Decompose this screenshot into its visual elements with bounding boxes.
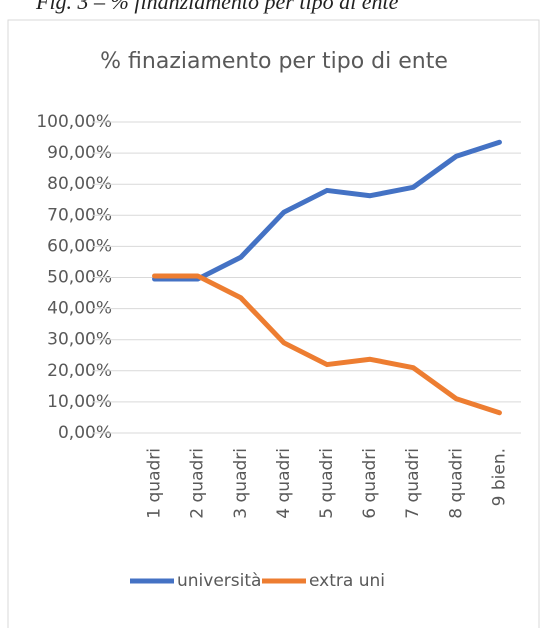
- y-tick-label: 100,00%: [36, 112, 112, 132]
- y-tick-label: 20,00%: [47, 361, 112, 381]
- legend-label: università: [177, 571, 261, 591]
- y-tick-label: 10,00%: [47, 392, 112, 412]
- y-tick-label: 30,00%: [47, 330, 112, 350]
- y-tick-label: 60,00%: [47, 236, 112, 256]
- series-line: [152, 139, 502, 282]
- y-tick-label: 0,00%: [58, 423, 112, 443]
- y-tick-label: 50,00%: [47, 268, 112, 288]
- y-tick-label: 90,00%: [47, 143, 112, 163]
- x-tick-label: 5 quadri: [317, 448, 337, 519]
- legend-label: extra uni: [309, 571, 385, 591]
- figure-caption: Fig. 3 – % finanziamento per tipo di ent…: [35, 0, 399, 14]
- x-tick-label: 6 quadri: [360, 448, 380, 519]
- x-tick-label: 7 quadri: [403, 448, 423, 519]
- x-tick-label: 4 quadri: [274, 448, 294, 519]
- x-tick-label: 3 quadri: [231, 448, 251, 519]
- x-tick-label: 8 quadri: [446, 448, 466, 519]
- x-tick-label: 2 quadri: [188, 448, 208, 519]
- y-tick-label: 40,00%: [47, 299, 112, 319]
- chart-frame: [7, 19, 540, 628]
- x-tick-label: 1 quadri: [145, 448, 165, 519]
- series-line: [152, 273, 502, 416]
- y-tick-label: 70,00%: [47, 205, 112, 225]
- chart-title: % finaziamento per tipo di ente: [100, 49, 448, 74]
- x-tick-label: 9 bien.: [489, 448, 509, 506]
- y-tick-label: 80,00%: [47, 174, 112, 194]
